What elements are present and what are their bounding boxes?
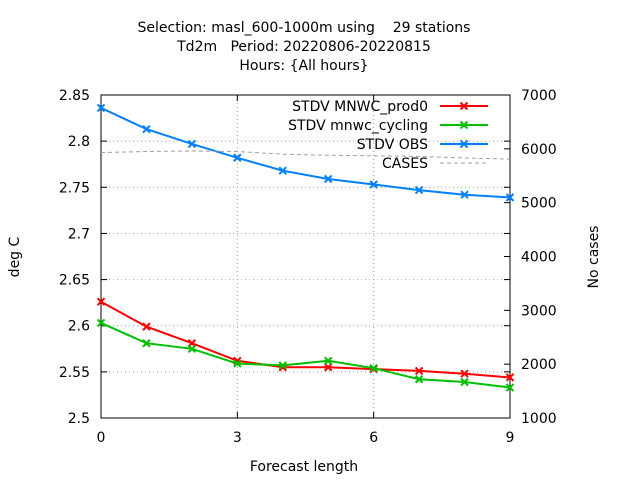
- data-point-stdv-obs: [414, 185, 424, 195]
- series-line-stdv-obs: [100, 106, 511, 199]
- legend-marker: [459, 120, 469, 130]
- y-tick-label: 2.6: [68, 319, 90, 335]
- data-point-stdv-mnwc-cycling: [233, 359, 242, 368]
- y2-tick-label: 3000: [521, 303, 557, 319]
- series-line-cases: [100, 150, 511, 160]
- data-point-stdv-mnwc-prod0: [142, 322, 151, 331]
- data-point-stdv-mnwc-cycling: [278, 361, 287, 370]
- data-point-stdv-mnwc-cycling: [187, 344, 197, 353]
- y2-tick-label: 6000: [521, 142, 557, 158]
- data-point-stdv-mnwc-prod0: [460, 369, 469, 378]
- data-point-stdv-obs: [460, 190, 469, 199]
- data-point-stdv-obs: [142, 124, 151, 134]
- data-point-stdv-mnwc-cycling: [460, 377, 469, 387]
- data-point-stdv-obs: [278, 166, 287, 175]
- data-point-stdv-mnwc-cycling: [142, 339, 151, 348]
- y2-axis-ticks: 1000 2000 3000 4000 5000 6000 7000: [504, 88, 557, 427]
- legend-label: STDV MNWC_prod0: [292, 99, 428, 115]
- data-point-stdv-mnwc-prod0: [505, 373, 515, 382]
- data-point-stdv-obs: [187, 139, 197, 149]
- title-line-3: Hours: {All hours}: [239, 58, 368, 74]
- legend-marker: [459, 139, 469, 149]
- series-layer: [96, 103, 515, 392]
- y-tick-label: 2.7: [68, 226, 90, 242]
- y2-tick-label: 5000: [521, 196, 557, 212]
- y2-tick-label: 4000: [521, 250, 557, 266]
- x-axis-label: Forecast length: [250, 459, 358, 475]
- legend-label: STDV mnwc_cycling: [288, 118, 428, 134]
- data-point-stdv-mnwc-prod0: [96, 297, 106, 306]
- data-point-stdv-mnwc-cycling: [505, 383, 515, 392]
- legend-entry-stdv-obs: STDV OBS: [357, 137, 488, 153]
- y-tick-label: 2.85: [59, 88, 90, 104]
- y-tick-label: 2.65: [59, 273, 90, 289]
- y-axis-label: deg C: [7, 236, 23, 277]
- data-point-stdv-mnwc-cycling: [369, 363, 378, 373]
- y-tick-label: 2.5: [68, 411, 90, 427]
- data-point-stdv-obs: [369, 180, 378, 189]
- legend: STDV MNWC_prod0 STDV mnwc_cycling STDV OBS…: [288, 99, 488, 172]
- x-tick-label: 0: [97, 430, 106, 446]
- y-tick-label: 2.8: [68, 134, 90, 150]
- series-line-stdv-mnwc-prod0: [100, 300, 511, 379]
- legend-label: STDV OBS: [357, 137, 428, 153]
- series-stdv-mnwc-prod0: [96, 297, 515, 382]
- data-point-stdv-obs: [324, 174, 333, 184]
- data-point-stdv-mnwc-cycling: [324, 356, 333, 365]
- y2-tick-label: 1000: [521, 411, 557, 427]
- x-axis-ticks: 0 3 6 9: [97, 95, 515, 446]
- x-tick-label: 3: [233, 430, 242, 446]
- x-tick-label: 9: [506, 430, 515, 446]
- y2-tick-label: 7000: [521, 88, 557, 104]
- y-tick-label: 2.55: [59, 365, 90, 381]
- series-cases: [100, 150, 511, 160]
- legend-label: CASES: [382, 156, 428, 172]
- title-line-1: Selection: masl_600-1000m using 29 stati…: [138, 20, 471, 36]
- y-axis-ticks: 2.5 2.55 2.6 2.65 2.7 2.75 2.8 2.85: [59, 88, 510, 427]
- data-point-stdv-mnwc-prod0: [324, 363, 333, 372]
- data-point-stdv-mnwc-prod0: [414, 366, 424, 376]
- data-point-stdv-obs: [96, 103, 106, 113]
- x-tick-label: 6: [369, 430, 378, 446]
- series-line-stdv-mnwc-cycling: [100, 321, 511, 389]
- y-tick-label: 2.75: [59, 180, 90, 196]
- data-point-stdv-obs: [505, 193, 515, 202]
- data-point-stdv-obs: [233, 153, 242, 162]
- legend-entry-cases: CASES: [382, 156, 488, 172]
- series-stdv-obs: [96, 103, 515, 202]
- series-stdv-mnwc-cycling: [96, 318, 515, 392]
- y2-tick-label: 2000: [521, 357, 557, 373]
- title-line-2: Td2m Period: 20220806-20220815: [176, 39, 431, 55]
- legend-entry-stdv-mnwc-prod0: STDV MNWC_prod0: [292, 99, 488, 115]
- y2-axis-label: No cases: [586, 226, 602, 289]
- legend-marker: [459, 101, 469, 111]
- data-point-stdv-mnwc-cycling: [414, 375, 424, 384]
- data-point-stdv-mnwc-cycling: [96, 318, 106, 328]
- legend-entry-stdv-mnwc-cycling: STDV mnwc_cycling: [288, 118, 488, 134]
- chart-title: Selection: masl_600-1000m using 29 stati…: [138, 20, 471, 74]
